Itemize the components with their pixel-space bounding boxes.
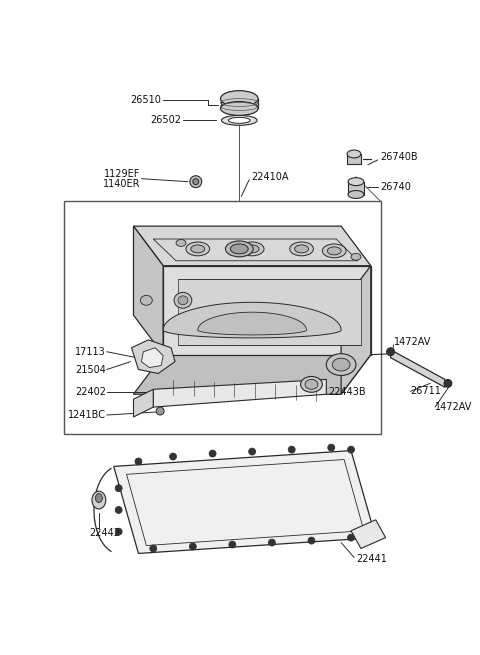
Text: 26740: 26740 (381, 181, 411, 192)
Ellipse shape (115, 506, 122, 514)
Polygon shape (178, 278, 361, 345)
Ellipse shape (190, 176, 202, 187)
Ellipse shape (249, 448, 256, 455)
Polygon shape (114, 451, 376, 553)
Ellipse shape (92, 491, 106, 509)
Ellipse shape (351, 253, 361, 260)
Ellipse shape (327, 247, 341, 255)
Ellipse shape (328, 444, 335, 451)
Ellipse shape (348, 446, 355, 453)
Text: 17113: 17113 (75, 346, 106, 357)
Polygon shape (220, 99, 258, 109)
Bar (64, 202, 381, 434)
Text: 22442: 22442 (89, 528, 120, 538)
Ellipse shape (348, 178, 364, 185)
Ellipse shape (115, 485, 122, 492)
Ellipse shape (191, 245, 204, 253)
Polygon shape (163, 303, 341, 338)
Polygon shape (347, 154, 361, 164)
Polygon shape (348, 181, 364, 195)
Text: 21504: 21504 (75, 365, 106, 375)
Polygon shape (132, 340, 175, 373)
Polygon shape (351, 520, 385, 548)
Ellipse shape (308, 537, 315, 544)
Ellipse shape (347, 150, 361, 158)
Ellipse shape (186, 242, 210, 256)
Ellipse shape (209, 450, 216, 457)
Text: 22410A: 22410A (251, 172, 288, 181)
Ellipse shape (268, 539, 276, 546)
Ellipse shape (300, 377, 323, 392)
Ellipse shape (141, 295, 152, 305)
Polygon shape (198, 312, 307, 335)
Ellipse shape (176, 240, 186, 246)
Ellipse shape (323, 244, 346, 258)
Text: 1472AV: 1472AV (435, 402, 472, 412)
Text: 26510: 26510 (130, 94, 161, 105)
Ellipse shape (174, 292, 192, 309)
Ellipse shape (226, 241, 253, 257)
Text: 26502: 26502 (150, 115, 181, 125)
Text: 26740B: 26740B (381, 152, 418, 162)
Text: 22443B: 22443B (328, 387, 366, 398)
Ellipse shape (348, 534, 355, 541)
Polygon shape (133, 226, 371, 266)
Text: 1129EF: 1129EF (104, 169, 141, 179)
Text: 1140ER: 1140ER (103, 179, 141, 189)
Ellipse shape (348, 191, 364, 198)
Text: 1472AV: 1472AV (394, 337, 431, 347)
Ellipse shape (228, 117, 250, 123)
Polygon shape (163, 266, 371, 355)
Ellipse shape (169, 453, 177, 460)
Polygon shape (341, 266, 371, 394)
Ellipse shape (290, 242, 313, 256)
Ellipse shape (229, 541, 236, 548)
Text: 22402: 22402 (75, 387, 106, 398)
Ellipse shape (178, 296, 188, 305)
Ellipse shape (326, 354, 356, 375)
Polygon shape (153, 379, 326, 407)
Ellipse shape (135, 458, 142, 465)
Polygon shape (133, 226, 163, 355)
Ellipse shape (305, 379, 318, 389)
Ellipse shape (245, 245, 259, 253)
Polygon shape (142, 348, 163, 367)
Ellipse shape (220, 90, 258, 107)
Polygon shape (133, 355, 371, 394)
Ellipse shape (295, 245, 309, 253)
Ellipse shape (156, 407, 164, 415)
Ellipse shape (288, 446, 295, 453)
Text: 26711: 26711 (410, 386, 441, 396)
Ellipse shape (332, 358, 350, 371)
Ellipse shape (220, 102, 258, 115)
Ellipse shape (115, 528, 122, 535)
Ellipse shape (96, 494, 102, 502)
Ellipse shape (150, 545, 157, 552)
Polygon shape (391, 350, 445, 387)
Text: 22441: 22441 (356, 554, 387, 565)
Ellipse shape (444, 379, 452, 387)
Ellipse shape (193, 179, 199, 185)
Ellipse shape (221, 115, 257, 125)
Ellipse shape (189, 543, 196, 550)
Ellipse shape (240, 242, 264, 256)
Ellipse shape (230, 244, 248, 254)
Polygon shape (133, 389, 153, 417)
Text: 1241BC: 1241BC (68, 410, 106, 420)
Ellipse shape (386, 348, 395, 356)
